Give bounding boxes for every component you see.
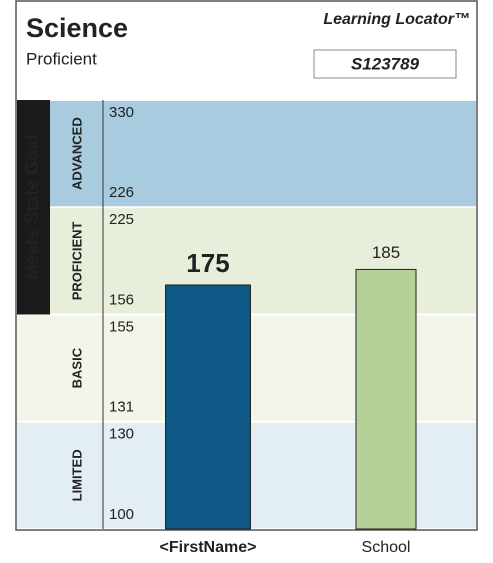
bar [165,284,251,530]
tick-label: 156 [109,291,134,308]
tick-label: 155 [109,318,134,335]
band-label: ADVANCED [69,117,84,190]
x-tick-label: <FirstName> [160,539,257,556]
brand: Learning Locator™ [323,11,470,28]
tick-label: 330 [109,104,134,121]
band-label: LIMITED [69,449,84,501]
subtitle: Proficient [26,49,97,68]
band [17,101,476,207]
x-tick-label: School [362,539,411,556]
student-id: S123789 [351,54,420,73]
goal-strip [17,100,50,315]
tick-label: 225 [109,211,134,228]
bar [355,268,417,530]
value-label: 175 [186,248,229,278]
tick-label: 100 [109,506,134,523]
tick-label: 130 [109,426,134,443]
value-label: 185 [372,243,400,262]
band-label: PROFICIENT [69,221,84,300]
tick-label: 226 [109,184,134,201]
goal-label: Meets State Goal [22,135,42,280]
band-label: BASIC [69,347,84,388]
chart-title: Science [26,13,128,43]
tick-label: 131 [109,399,134,416]
id-box [313,49,457,79]
